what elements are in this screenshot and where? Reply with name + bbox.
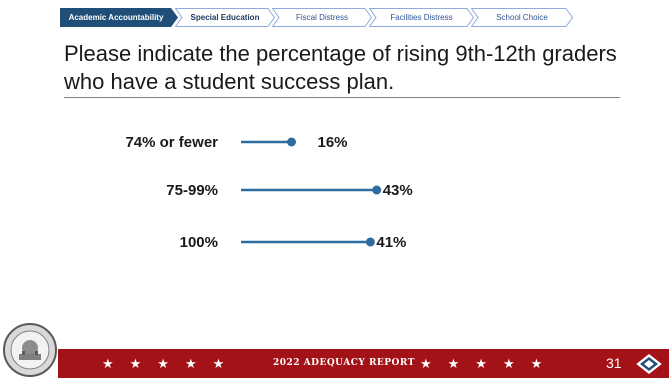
category-label: 100%	[180, 234, 218, 251]
tab-school-choice[interactable]: School Choice	[471, 8, 573, 27]
value-label: 41%	[376, 234, 406, 251]
value-label: 16%	[317, 134, 347, 151]
tab-academic-accountability[interactable]: Academic Accountability	[60, 8, 178, 27]
lollipop-point	[286, 137, 296, 147]
tab-special-education[interactable]: Special Education	[175, 8, 275, 27]
section-tabs: Academic Accountability Special Educatio…	[60, 8, 580, 27]
value-label: 43%	[383, 182, 413, 199]
slide-title: Please indicate the percentage of rising…	[64, 41, 617, 94]
stars-left-icon: ★★★★★	[102, 356, 241, 371]
tab-academic-accountability-label: Academic Accountability	[68, 13, 164, 22]
tab-special-education-shape	[175, 8, 275, 27]
tab-special-education-label: Special Education	[190, 13, 260, 22]
title-divider	[64, 97, 620, 98]
tab-school-choice-label: School Choice	[496, 13, 548, 22]
category-label: 74% or fewer	[125, 134, 218, 151]
arkansas-diamond-icon	[634, 352, 664, 376]
footer-bar	[58, 349, 669, 378]
lollipop-point	[372, 185, 382, 195]
tab-facilities-distress[interactable]: Facilities Distress	[369, 8, 474, 27]
tab-academic-accountability-shape	[60, 8, 178, 27]
lollipop-point	[365, 237, 375, 247]
tab-facilities-distress-label: Facilities Distress	[390, 13, 453, 22]
page-number: 31	[606, 355, 622, 371]
state-seal-icon	[3, 323, 57, 377]
report-label: 2022 ADEQUACY REPORT	[273, 358, 415, 368]
footer: ★★★★★ 2022 ADEQUACY REPORT ★★★★★ 31	[0, 347, 669, 380]
tab-facilities-distress-shape	[369, 8, 474, 27]
lollipop-chart: 74% or fewer 16% 75-99% 43% 100% 41%	[125, 134, 413, 251]
tab-fiscal-distress-shape	[272, 8, 372, 27]
category-label: 75-99%	[166, 182, 218, 199]
stars-right-icon: ★★★★★	[420, 356, 559, 371]
tab-fiscal-distress[interactable]: Fiscal Distress	[272, 8, 372, 27]
tab-fiscal-distress-label: Fiscal Distress	[295, 13, 348, 22]
tab-school-choice-shape	[471, 8, 573, 27]
